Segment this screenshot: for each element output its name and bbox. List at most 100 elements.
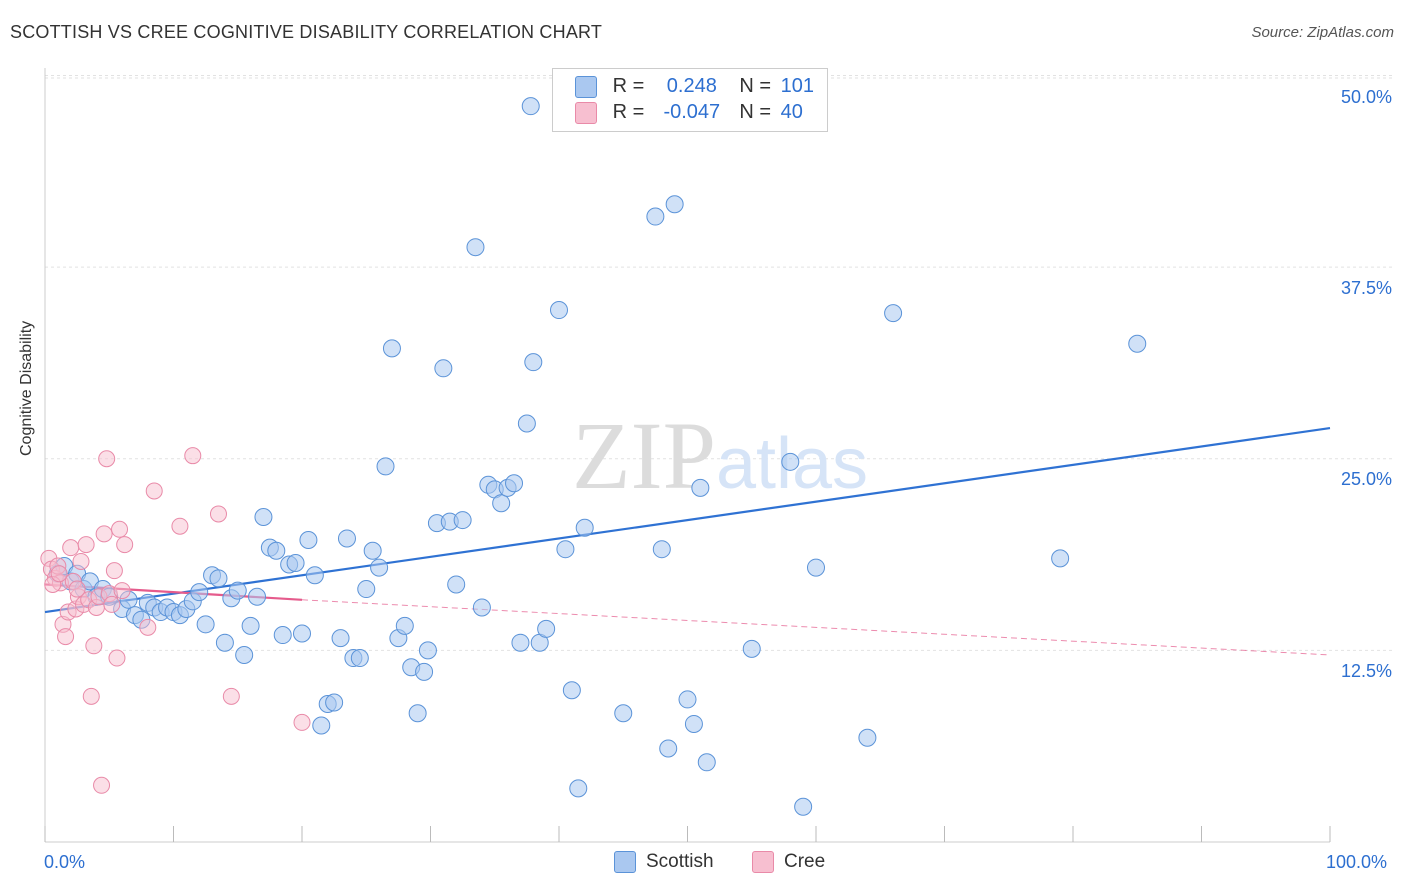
cree-point [171, 517, 189, 535]
scottish-point [562, 681, 581, 700]
cree-point [82, 687, 100, 705]
cree-point [62, 539, 80, 557]
x-tick-label-min: 0.0% [44, 852, 86, 872]
scottish-point [659, 739, 678, 758]
scottish-point [196, 615, 215, 634]
scottish-point [807, 558, 825, 577]
scottish-swatch [614, 851, 636, 873]
scottish-point [614, 704, 633, 723]
scottish-point [569, 779, 588, 798]
legend-row-scottish: R = 0.248 N = 101 [575, 75, 814, 99]
cree-swatch [575, 101, 597, 124]
cree-point [68, 580, 86, 598]
cree-point [139, 618, 157, 636]
cree-point [209, 505, 227, 523]
scottish-point [273, 626, 292, 645]
r-value: -0.047 [663, 101, 721, 123]
chart-title: SCOTTISH VS CREE COGNITIVE DISABILITY CO… [10, 22, 603, 42]
y-tick-label: 12.5% [1340, 661, 1392, 681]
legend-row-cree: R = -0.047 N = 40 [575, 101, 803, 125]
scottish-point [415, 662, 434, 681]
scottish-point [505, 474, 524, 493]
scottish-point [794, 797, 813, 816]
n-label: N = [739, 101, 772, 123]
y-tick-label: 25.0% [1340, 469, 1392, 489]
scottish-point [376, 457, 395, 476]
cree-point [50, 565, 68, 583]
scottish-point [209, 569, 228, 588]
scottish-point [395, 616, 414, 635]
cree-point [93, 776, 111, 794]
cree-point [95, 525, 113, 543]
scottish-point [556, 540, 575, 559]
scottish-point [884, 304, 903, 323]
scottish-point [1128, 334, 1147, 353]
cree-point [85, 637, 103, 655]
grid-lines [45, 75, 1392, 651]
scottish-point [293, 624, 311, 643]
y-tick-label: 50.0% [1340, 87, 1392, 107]
cree-point [105, 562, 123, 580]
scottish-point [517, 414, 536, 433]
scottish-point [742, 639, 761, 658]
axes [44, 68, 1331, 843]
scottish-point [267, 541, 286, 560]
scottish-point [466, 238, 485, 257]
scottish-point [286, 553, 305, 572]
n-value: 40 [780, 101, 803, 123]
scottish-point [305, 566, 324, 585]
scottish-point [858, 728, 877, 747]
scottish-swatch [575, 75, 597, 98]
cree-trend-line-extended [301, 599, 1331, 656]
scottish-point [325, 693, 344, 712]
scottish-point [331, 629, 350, 648]
scottish-point [575, 518, 594, 537]
scottish-point [337, 529, 356, 548]
r-label: R = [612, 75, 645, 97]
legend-label: Cree [784, 851, 826, 873]
scottish-point [299, 530, 318, 549]
scottish-trend-line [44, 427, 1331, 614]
legend-item-scottish: Scottish [614, 851, 714, 873]
scottish-point [550, 301, 568, 320]
scottish-point [418, 641, 437, 660]
scottish-point [472, 598, 491, 617]
scottish-point [652, 540, 671, 559]
watermark: ZIPatlas [572, 402, 868, 509]
scottish-point [235, 645, 254, 664]
scottish-point [781, 452, 800, 471]
n-value: 101 [780, 75, 814, 97]
scottish-point [241, 616, 260, 635]
cree-point [98, 450, 116, 468]
scottish-point [312, 716, 331, 735]
scottish-point [447, 575, 466, 594]
scottish-point [665, 195, 684, 214]
cree-swatch [752, 851, 774, 873]
scottish-point [646, 207, 665, 226]
scottish-point [521, 97, 540, 116]
scottish-point [363, 541, 382, 560]
cree-point [113, 582, 131, 600]
scottish-point [678, 690, 697, 709]
scottish-point [524, 353, 543, 372]
scottish-point [190, 583, 209, 602]
cree-point [184, 447, 202, 465]
x-tick-label-max: 100.0% [1326, 852, 1388, 872]
y-tick-label: 37.5% [1340, 278, 1392, 298]
legend-label: Scottish [646, 851, 714, 873]
scottish-point [408, 704, 427, 723]
scottish-point [691, 478, 710, 497]
cree-points [40, 447, 311, 794]
scottish-point [697, 753, 716, 772]
scottish-point [350, 649, 369, 668]
scottish-point [537, 619, 556, 638]
cree-point [103, 595, 121, 613]
scottish-point [248, 587, 267, 606]
scottish-point [370, 558, 389, 577]
scottish-point [684, 714, 703, 733]
scottish-point [228, 581, 247, 600]
legend-item-cree: Cree [752, 851, 825, 873]
stats-legend: R = 0.248 N = 101 R = -0.047 N = 40 [552, 68, 828, 132]
scottish-point [215, 633, 234, 652]
